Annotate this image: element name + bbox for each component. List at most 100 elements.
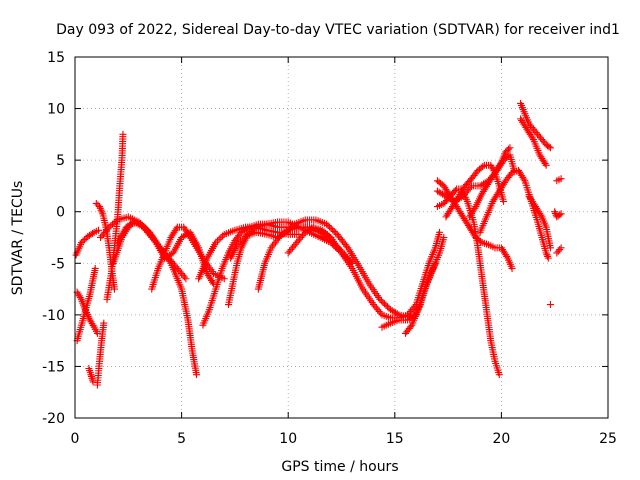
- data-point: [557, 175, 565, 183]
- data-point: [500, 197, 508, 205]
- data-point: [508, 264, 516, 272]
- data-point: [323, 220, 331, 228]
- data-point: [376, 295, 384, 303]
- data-point: [477, 237, 485, 245]
- y-tick-label: -5: [51, 256, 65, 272]
- data-point: [506, 144, 514, 152]
- grid-layer: [75, 57, 608, 418]
- data-point: [233, 241, 241, 249]
- data-point: [326, 223, 334, 231]
- data-point: [323, 231, 331, 239]
- data-point: [182, 275, 190, 283]
- data-point: [93, 329, 101, 337]
- data-point: [546, 244, 554, 252]
- data-point: [81, 236, 89, 244]
- x-tick-label: 5: [177, 431, 186, 447]
- data-point: [320, 228, 328, 236]
- x-axis-title: GPS time / hours: [281, 459, 398, 475]
- data-point: [542, 161, 550, 169]
- data-point: [318, 226, 326, 234]
- data-point: [541, 160, 549, 168]
- data-point: [379, 298, 387, 306]
- data-point: [105, 223, 113, 231]
- data-point: [537, 211, 545, 219]
- y-tick-label: -15: [42, 359, 65, 375]
- ticks-layer: 0 5 10 15 20 25 -20 -15 -10 -5 0 5 10 15: [42, 50, 617, 447]
- data-point: [91, 264, 99, 272]
- data-point: [377, 297, 385, 305]
- data-point: [545, 143, 553, 151]
- data-point: [112, 217, 120, 225]
- data-point: [546, 301, 554, 309]
- data-point: [79, 237, 87, 245]
- data-point: [451, 186, 459, 194]
- data-point: [217, 234, 225, 242]
- data-point: [551, 208, 559, 216]
- y-tick-label: -20: [42, 411, 65, 427]
- data-point: [544, 252, 552, 260]
- data-point: [431, 259, 439, 267]
- y-tick-label: 0: [56, 205, 65, 221]
- data-point: [104, 225, 112, 233]
- data-point: [324, 222, 332, 230]
- data-point: [383, 303, 391, 311]
- data-point: [94, 226, 102, 234]
- data-point: [380, 300, 388, 308]
- data-point: [520, 175, 528, 183]
- data-point: [479, 163, 487, 171]
- data-point: [193, 371, 201, 379]
- data-point: [110, 285, 118, 293]
- data-point: [89, 378, 97, 386]
- data-point: [556, 211, 564, 219]
- data-point: [77, 239, 85, 247]
- y-tick-label: 5: [56, 153, 65, 169]
- data-point: [282, 228, 290, 236]
- data-point: [107, 222, 115, 230]
- data-point: [180, 273, 188, 281]
- data-point: [238, 236, 246, 244]
- data-point: [109, 220, 117, 228]
- data-point: [219, 232, 227, 240]
- data-point: [212, 239, 220, 247]
- data-point: [505, 145, 513, 153]
- data-point: [496, 160, 504, 168]
- y-axis-title: SDTVAR / TECUs: [10, 181, 26, 296]
- x-tick-label: 10: [279, 431, 297, 447]
- data-point: [546, 144, 554, 152]
- data-point: [436, 228, 444, 236]
- data-point: [503, 252, 511, 260]
- data-point: [557, 210, 565, 218]
- data-point: [244, 224, 252, 232]
- data-point: [240, 234, 248, 242]
- data-point: [556, 246, 564, 254]
- data-point: [119, 130, 127, 138]
- data-point: [471, 204, 479, 212]
- data-point: [343, 242, 351, 250]
- data-point: [407, 323, 415, 331]
- y-tick-label: -10: [42, 308, 65, 324]
- x-tick-label: 25: [599, 431, 617, 447]
- data-point: [213, 237, 221, 245]
- data-point: [440, 234, 448, 241]
- y-tick-label: 15: [47, 50, 65, 66]
- data-point: [220, 275, 228, 283]
- chart-title: Day 093 of 2022, Sidereal Day-to-day VTE…: [56, 22, 620, 38]
- data-point: [89, 229, 97, 237]
- data-point: [92, 199, 100, 207]
- data-point: [544, 254, 552, 262]
- data-point: [330, 227, 338, 235]
- data-point: [329, 226, 337, 234]
- data-point: [327, 225, 335, 233]
- data-point: [236, 237, 244, 245]
- x-tick-label: 0: [71, 431, 80, 447]
- data-point: [382, 301, 390, 309]
- data-point: [543, 251, 551, 259]
- data-point: [377, 309, 385, 317]
- data-point: [215, 235, 223, 243]
- x-tick-label: 20: [492, 431, 510, 447]
- data-point: [557, 244, 565, 252]
- points-layer: [72, 99, 565, 389]
- data-point: [235, 239, 243, 247]
- data-point: [172, 225, 180, 233]
